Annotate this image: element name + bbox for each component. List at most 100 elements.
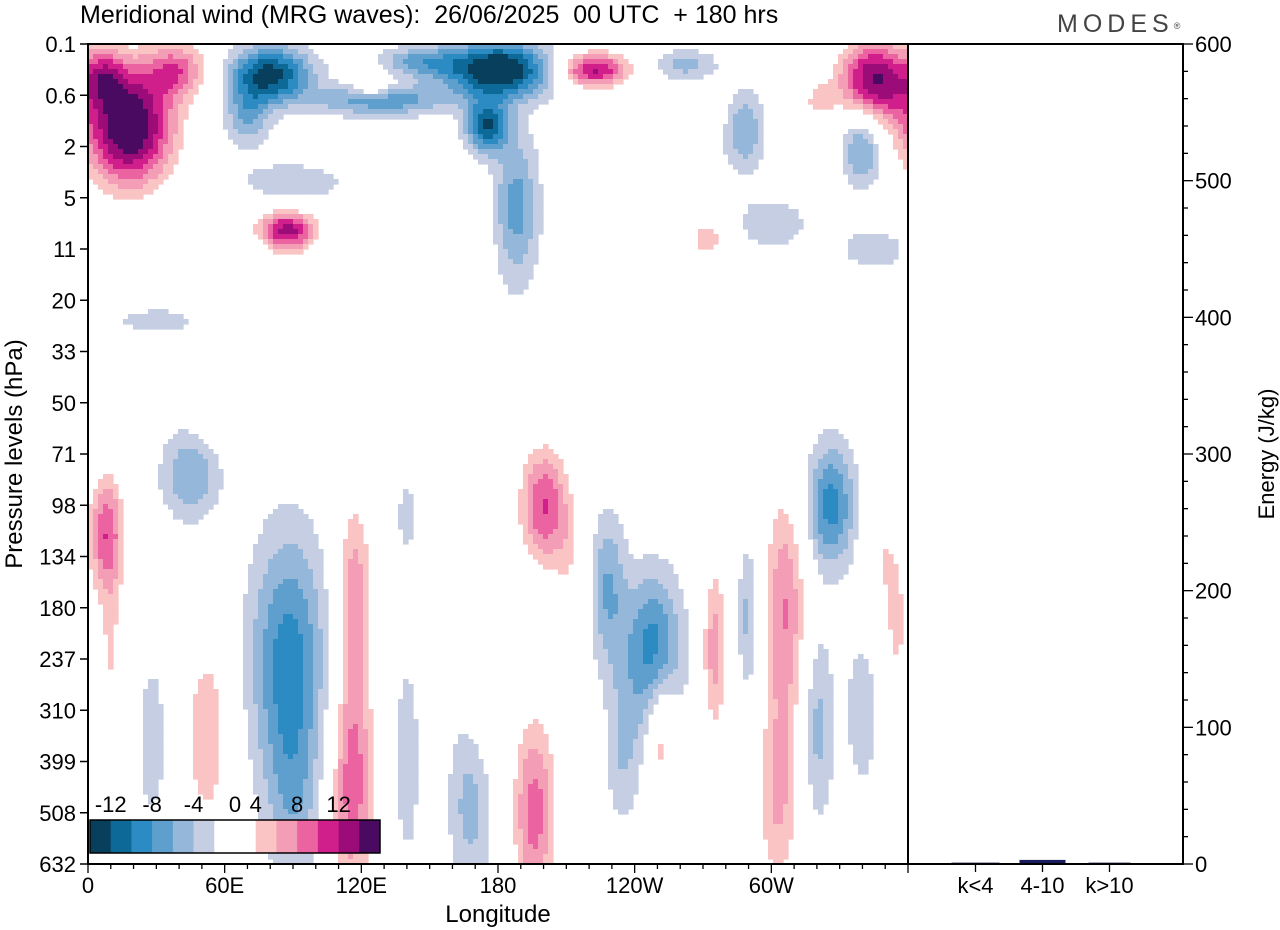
heat-cell: [798, 614, 804, 620]
heat-cell: [168, 79, 174, 85]
heat-cell: [143, 314, 149, 320]
heat-cell: [508, 284, 514, 290]
heat-cell: [833, 519, 839, 525]
heat-cell: [193, 454, 199, 460]
heat-cell: [288, 209, 294, 215]
heat-cell: [138, 184, 144, 190]
heat-cell: [153, 64, 159, 70]
heat-cell: [353, 94, 359, 100]
heat-cell: [823, 479, 829, 485]
heat-cell: [248, 569, 254, 575]
heat-cell: [878, 54, 884, 60]
heat-cell: [488, 114, 494, 120]
heat-cell: [783, 624, 789, 630]
heat-cell: [318, 559, 324, 565]
heat-cell: [523, 94, 529, 100]
heat-cell: [833, 444, 839, 450]
heat-cell: [648, 649, 654, 655]
heat-cell: [143, 324, 149, 330]
heat-cell: [93, 539, 99, 545]
heat-cell: [463, 84, 469, 90]
heat-cell: [313, 109, 319, 115]
heat-cell: [753, 209, 759, 215]
heat-cell: [403, 74, 409, 80]
heat-cell: [568, 69, 574, 75]
heat-cell: [878, 94, 884, 100]
heat-cell: [88, 124, 94, 130]
heat-cell: [308, 624, 314, 630]
heat-cell: [193, 479, 199, 485]
heat-cell: [573, 79, 579, 85]
heat-cell: [363, 654, 369, 660]
heat-cell: [878, 244, 884, 250]
heat-cell: [638, 659, 644, 665]
heat-cell: [853, 54, 859, 60]
heat-cell: [828, 519, 834, 525]
heat-cell: [868, 54, 874, 60]
heat-cell: [838, 514, 844, 520]
heat-cell: [498, 214, 504, 220]
heat-cell: [688, 64, 694, 70]
heat-cell: [173, 144, 179, 150]
heat-cell: [753, 159, 759, 165]
heat-cell: [768, 594, 774, 600]
heat-cell: [528, 169, 534, 175]
heat-cell: [528, 504, 534, 510]
heat-cell: [153, 139, 159, 145]
heat-cell: [263, 609, 269, 615]
heat-cell: [663, 644, 669, 650]
heat-cell: [568, 64, 574, 70]
heat-cell: [508, 244, 514, 250]
heat-cell: [533, 84, 539, 90]
heat-cell: [103, 584, 109, 590]
heat-cell: [98, 544, 104, 550]
heat-cell: [573, 64, 579, 70]
heat-cell: [273, 514, 279, 520]
heat-cell: [293, 579, 299, 585]
heat-cell: [468, 104, 474, 110]
heat-cell: [523, 64, 529, 70]
heat-cell: [788, 229, 794, 235]
heat-cell: [193, 444, 199, 450]
heat-cell: [483, 94, 489, 100]
heat-cell: [653, 659, 659, 665]
heat-cell: [248, 59, 254, 65]
heat-cell: [138, 44, 144, 50]
heat-cell: [853, 134, 859, 140]
heat-cell: [88, 519, 94, 525]
heat-cell: [103, 524, 109, 530]
heat-cell: [883, 114, 889, 120]
heat-cell: [513, 44, 519, 50]
heat-cell: [103, 564, 109, 570]
heat-cell: [598, 624, 604, 630]
heat-cell: [493, 219, 499, 225]
heat-cell: [343, 559, 349, 565]
heat-cell: [153, 324, 159, 330]
heat-cell: [193, 439, 199, 445]
heat-cell: [473, 84, 479, 90]
heat-cell: [543, 59, 549, 65]
heat-cell: [898, 599, 904, 605]
heat-cell: [863, 169, 869, 175]
heat-cell: [528, 194, 534, 200]
heat-cell: [513, 224, 519, 230]
heat-cell: [868, 69, 874, 75]
heat-cell: [508, 164, 514, 170]
heat-cell: [743, 634, 749, 640]
heat-cell: [273, 119, 279, 125]
heat-cell: [493, 99, 499, 105]
heat-cell: [258, 129, 264, 135]
heat-cell: [478, 109, 484, 115]
heat-cell: [818, 659, 824, 665]
heat-cell: [158, 59, 164, 65]
heat-cell: [393, 89, 399, 95]
heat-cell: [163, 494, 169, 500]
heat-cell: [248, 649, 254, 655]
heat-cell: [273, 229, 279, 235]
heat-cell: [128, 139, 134, 145]
heat-cell: [798, 224, 804, 230]
heat-cell: [863, 79, 869, 85]
heat-cell: [588, 84, 594, 90]
heat-cell: [268, 49, 274, 55]
heat-cell: [858, 259, 864, 265]
